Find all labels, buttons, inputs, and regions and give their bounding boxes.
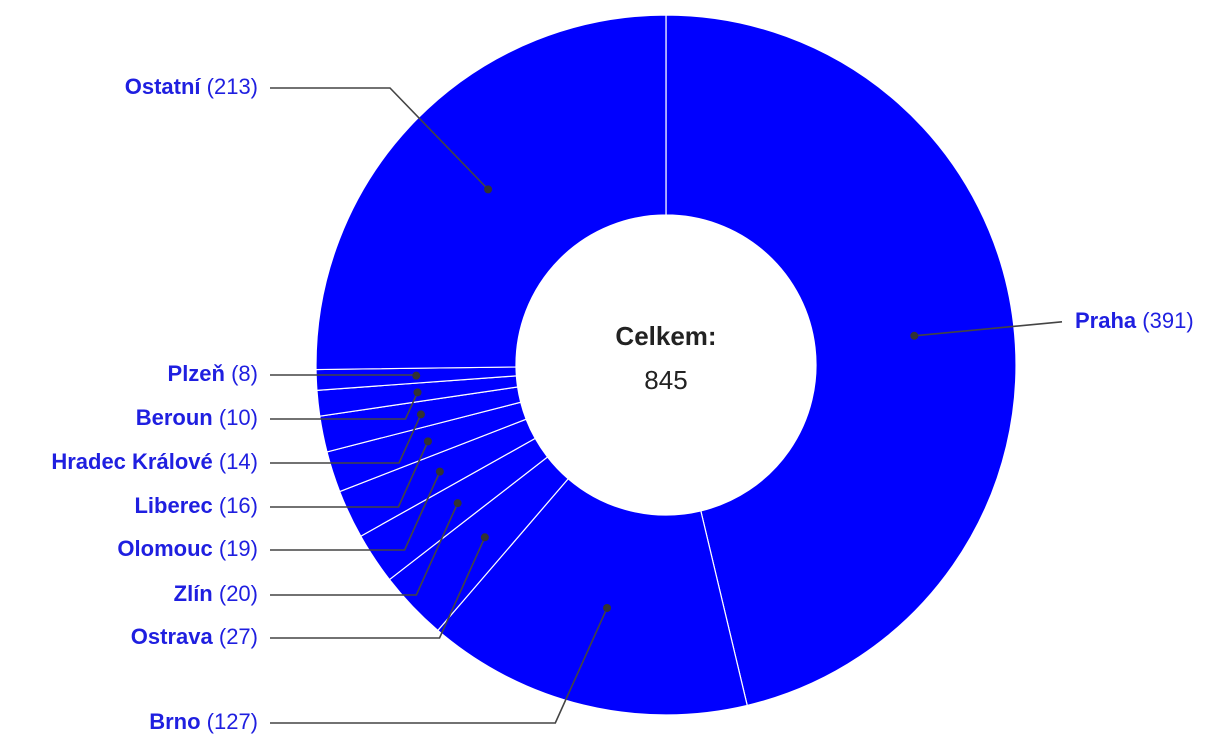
slice [315, 14, 667, 371]
leader-dot [603, 603, 612, 612]
value-label: (213) [207, 74, 258, 99]
category-name: Liberec [134, 493, 212, 518]
slice-label: Praha (391) [1075, 308, 1194, 333]
leader-dot [412, 371, 421, 380]
category-name: Brno [149, 709, 200, 734]
value-label: (20) [219, 581, 258, 606]
slice-label: Hradec Králové (14) [51, 449, 258, 474]
category-name: Olomouc [117, 536, 212, 561]
leader-line [914, 320, 1063, 337]
slice-label: Liberec (16) [134, 493, 258, 518]
category-name: Ostrava [131, 624, 214, 649]
leader-dot [416, 410, 425, 419]
slice [436, 477, 748, 716]
value-label: (10) [219, 405, 258, 430]
category-name: Beroun [136, 405, 213, 430]
leader-line [270, 441, 429, 508]
leader-dot [435, 467, 444, 476]
slice-label: Ostrava (27) [131, 624, 258, 649]
category-name: Hradec Králové [51, 449, 212, 474]
category-name: Ostatní [125, 74, 202, 99]
leader-line [270, 471, 441, 551]
slice-label: Brno (127) [149, 709, 258, 734]
center-total: 845 [644, 365, 687, 395]
category-name: Plzeň [168, 361, 225, 386]
leader-line [270, 374, 417, 377]
slice-label: Plzeň (8) [168, 361, 258, 386]
leader-dot [453, 499, 462, 508]
leader-line [270, 502, 459, 596]
leader-dot [484, 185, 493, 194]
value-label: (16) [219, 493, 258, 518]
value-label: (19) [219, 536, 258, 561]
leader-dot [480, 533, 489, 542]
leader-dot [910, 331, 919, 340]
value-label: (8) [231, 361, 258, 386]
leader-dot [413, 388, 422, 397]
slice-label: Olomouc (19) [117, 536, 258, 561]
center-label: Celkem: [615, 321, 716, 351]
slice-label: Zlín (20) [174, 581, 258, 606]
leader-dot [423, 437, 432, 446]
leader-line [270, 536, 486, 639]
leader-line [270, 392, 419, 420]
slice-label: Beroun (10) [136, 405, 258, 430]
value-label: (391) [1142, 308, 1193, 333]
value-label: (127) [207, 709, 258, 734]
category-name: Praha [1075, 308, 1137, 333]
slice [665, 14, 1017, 707]
value-label: (14) [219, 449, 258, 474]
value-label: (27) [219, 624, 258, 649]
leader-line [270, 607, 608, 724]
slice-label: Ostatní (213) [125, 74, 258, 99]
category-name: Zlín [174, 581, 213, 606]
leader-line [270, 87, 489, 190]
leader-line [270, 414, 422, 464]
